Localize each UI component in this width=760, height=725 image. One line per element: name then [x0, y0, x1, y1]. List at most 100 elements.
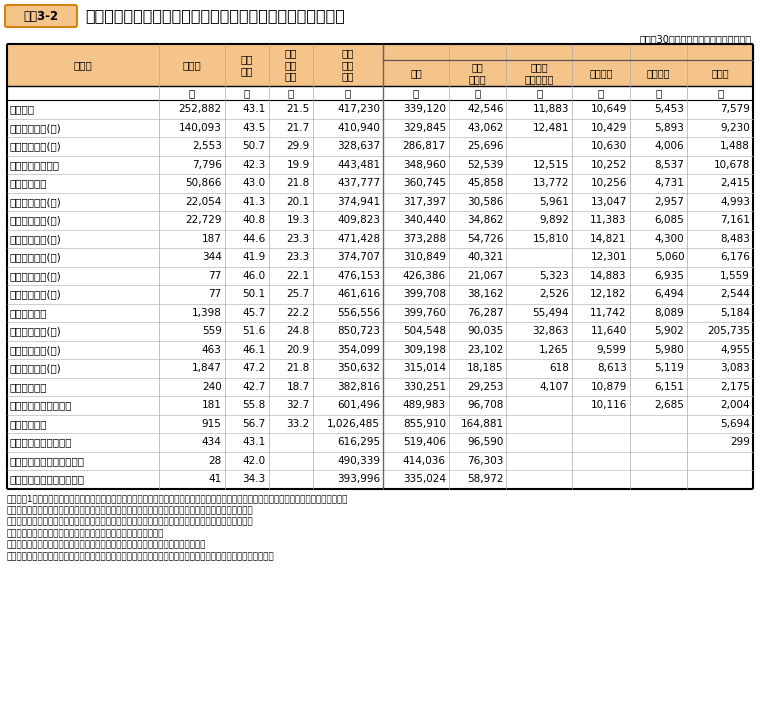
Text: 556,556: 556,556: [337, 307, 380, 318]
Text: 252,882: 252,882: [179, 104, 222, 115]
Text: 4,107: 4,107: [540, 382, 569, 392]
Text: 399,708: 399,708: [403, 289, 446, 299]
Text: 417,230: 417,230: [337, 104, 380, 115]
Text: 443,481: 443,481: [337, 160, 380, 170]
Text: 俸給の
特別調整額: 俸給の 特別調整額: [524, 62, 554, 84]
Text: 11,640: 11,640: [591, 326, 627, 336]
Text: 315,014: 315,014: [403, 363, 446, 373]
Text: 43.5: 43.5: [242, 123, 266, 133]
Text: 50,866: 50,866: [185, 178, 222, 188]
Text: 44.6: 44.6: [242, 233, 266, 244]
Text: 9,599: 9,599: [597, 345, 627, 355]
Text: 20.9: 20.9: [287, 345, 310, 355]
Text: 円: 円: [536, 88, 543, 98]
Text: 30,586: 30,586: [467, 196, 503, 207]
Text: 2,553: 2,553: [192, 141, 222, 152]
Text: 専門スタッフ職俸給表: 専門スタッフ職俸給表: [10, 400, 72, 410]
Text: 43,062: 43,062: [467, 123, 503, 133]
Text: 330,251: 330,251: [403, 382, 446, 392]
Text: 348,960: 348,960: [403, 160, 446, 170]
Text: 47.2: 47.2: [242, 363, 266, 373]
Text: 350,632: 350,632: [337, 363, 380, 373]
Text: 7,579: 7,579: [720, 104, 750, 115]
Text: 410,940: 410,940: [337, 123, 380, 133]
Text: 382,816: 382,816: [337, 382, 380, 392]
Text: 41.3: 41.3: [242, 196, 266, 207]
Text: 77: 77: [208, 270, 222, 281]
Bar: [7, 155, 753, 174]
FancyBboxPatch shape: [5, 5, 77, 27]
Text: 299: 299: [730, 437, 750, 447]
Text: 374,941: 374,941: [337, 196, 380, 207]
Text: 471,428: 471,428: [337, 233, 380, 244]
Text: 医療職俸給表(一): 医療職俸給表(一): [10, 326, 62, 336]
Text: 7,796: 7,796: [192, 160, 222, 170]
Text: 32,863: 32,863: [533, 326, 569, 336]
Text: （平成30年国家公務員給与等実態調査）: （平成30年国家公務員給与等実態調査）: [640, 34, 752, 44]
Text: 240: 240: [202, 382, 222, 392]
Text: 23.3: 23.3: [287, 233, 310, 244]
Text: 1,488: 1,488: [720, 141, 750, 152]
Text: 855,910: 855,910: [403, 419, 446, 428]
Text: 29.9: 29.9: [287, 141, 310, 152]
Text: 20.1: 20.1: [287, 196, 310, 207]
Text: 5,323: 5,323: [540, 270, 569, 281]
Text: 平均
年齢: 平均 年齢: [240, 54, 253, 76]
Text: 1,398: 1,398: [192, 307, 222, 318]
Text: 10,429: 10,429: [591, 123, 627, 133]
Text: 33.2: 33.2: [287, 419, 310, 428]
Text: 50.1: 50.1: [242, 289, 266, 299]
Text: 5,961: 5,961: [540, 196, 569, 207]
Text: 317,397: 317,397: [403, 196, 446, 207]
Text: 2,526: 2,526: [540, 289, 569, 299]
Text: 14,883: 14,883: [591, 270, 627, 281]
Text: 50.7: 50.7: [242, 141, 266, 152]
Text: 22.1: 22.1: [287, 270, 310, 281]
Text: 434: 434: [202, 437, 222, 447]
Text: 54,726: 54,726: [467, 233, 503, 244]
Text: 96,708: 96,708: [467, 400, 503, 410]
Text: 4,993: 4,993: [720, 196, 750, 207]
Text: 19.9: 19.9: [287, 160, 310, 170]
Text: 指定職俸給表: 指定職俸給表: [10, 419, 47, 428]
Text: 年: 年: [287, 88, 294, 98]
Text: 40,321: 40,321: [467, 252, 503, 262]
Text: 2,175: 2,175: [720, 382, 750, 392]
Text: 6,935: 6,935: [654, 270, 684, 281]
Bar: [7, 304, 753, 322]
Text: 22,054: 22,054: [185, 196, 222, 207]
Text: 56.7: 56.7: [242, 419, 266, 428]
Text: 教育職俸給表(一): 教育職俸給表(一): [10, 270, 62, 281]
Text: 4,300: 4,300: [654, 233, 684, 244]
Text: 5,893: 5,893: [654, 123, 684, 133]
Text: 2,544: 2,544: [720, 289, 750, 299]
Text: 9,892: 9,892: [540, 215, 569, 225]
Text: 医療職俸給表(三): 医療職俸給表(三): [10, 363, 62, 373]
Text: 2,415: 2,415: [720, 178, 750, 188]
Text: 6,085: 6,085: [654, 215, 684, 225]
Text: 円: 円: [655, 88, 662, 98]
Text: 461,616: 461,616: [337, 289, 380, 299]
Text: 円: 円: [413, 88, 420, 98]
Text: 地域
手当等: 地域 手当等: [469, 62, 486, 84]
Text: 286,817: 286,817: [403, 141, 446, 152]
Text: 915: 915: [202, 419, 222, 428]
Text: 12,481: 12,481: [533, 123, 569, 133]
Text: 研究職俸給表: 研究職俸給表: [10, 307, 47, 318]
Text: 77: 77: [208, 289, 222, 299]
Text: 12,182: 12,182: [591, 289, 627, 299]
Bar: [7, 193, 753, 211]
Text: 25.7: 25.7: [287, 289, 310, 299]
Text: 俸給表別職員数、平均年齢、平均経験年数及び平均給与月額: 俸給表別職員数、平均年齢、平均経験年数及び平均給与月額: [85, 9, 345, 23]
Text: 46.0: 46.0: [242, 270, 266, 281]
Text: 18.7: 18.7: [287, 382, 310, 392]
Text: 339,120: 339,120: [403, 104, 446, 115]
Bar: [7, 341, 753, 359]
Text: 45.7: 45.7: [242, 307, 266, 318]
Text: 52,539: 52,539: [467, 160, 503, 170]
Text: 海事職俸給表(一): 海事職俸給表(一): [10, 233, 62, 244]
Text: 専門行政職俸給表: 専門行政職俸給表: [10, 160, 60, 170]
Text: 409,823: 409,823: [337, 215, 380, 225]
Text: 教育職俸給表(二): 教育職俸給表(二): [10, 289, 62, 299]
Text: ３　「俸給」には、俸給の調整額及び差額基本手当を含む。: ３ 「俸給」には、俸給の調整額及び差額基本手当を含む。: [7, 529, 164, 538]
